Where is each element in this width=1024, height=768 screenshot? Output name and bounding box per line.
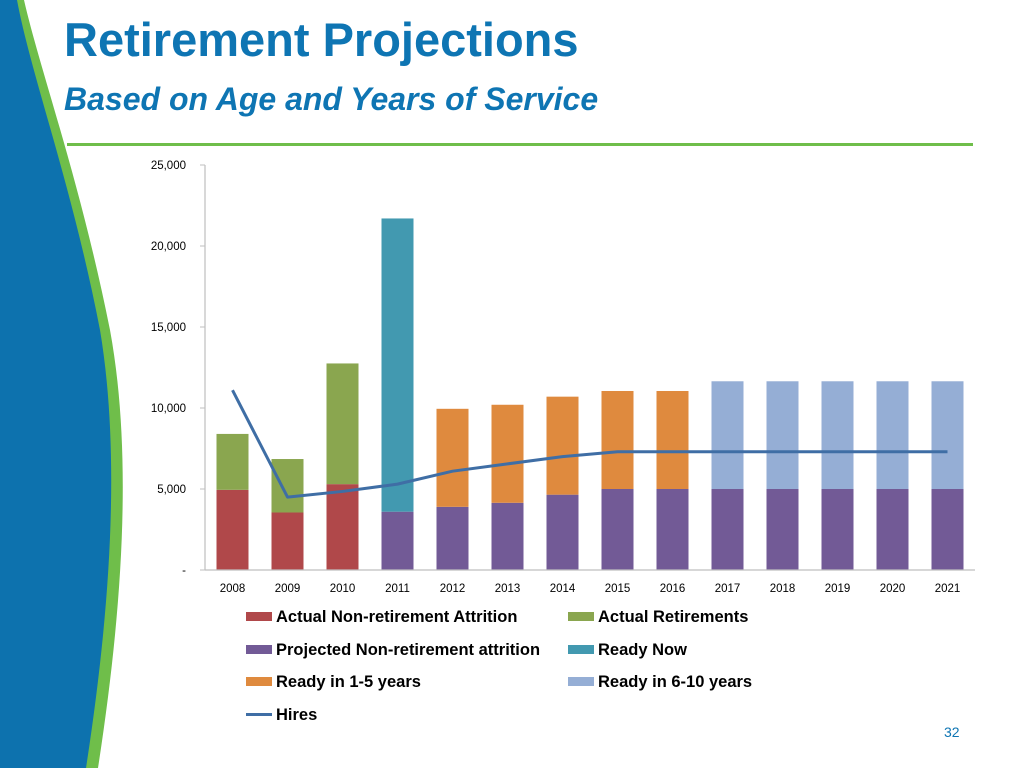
y-axis: - 5,000 10,000 15,000 20,000 25,000 xyxy=(151,160,206,577)
bar-projected-non-retirement-attrition-2013 xyxy=(491,502,524,570)
bar-projected-non-retirement-attrition-2011 xyxy=(381,511,414,570)
y-tick-label: - xyxy=(182,565,186,577)
y-tick-label: 15,000 xyxy=(151,322,186,334)
x-tick-label: 2020 xyxy=(880,583,906,595)
legend-item-hires: Hires xyxy=(246,706,317,725)
line-hires xyxy=(231,389,948,499)
legend-label: Actual Retirements xyxy=(598,608,749,626)
legend-swatch xyxy=(568,677,594,687)
legend-label: Ready Now xyxy=(598,640,687,659)
bar-projected-non-retirement-attrition-2018 xyxy=(766,489,799,570)
bar-actual-retirements-2009 xyxy=(271,459,304,513)
bar-ready-in-6-10-years-2017 xyxy=(711,381,744,489)
title-divider xyxy=(67,143,973,146)
legend-item-projected-non-retirement-attrition: Projected Non-retirement attrition xyxy=(246,641,540,660)
bar-ready-now-2011 xyxy=(381,218,414,512)
bar-projected-non-retirement-attrition-2014 xyxy=(546,494,579,570)
x-axis: 2008 2009 2010 2011 2012 2013 2014 2015 2016 2017… xyxy=(205,569,975,595)
bar-group xyxy=(216,218,964,570)
slide-subtitle: Based on Age and Years of Service xyxy=(64,81,599,117)
legend-item-ready-now: Ready Now xyxy=(568,641,687,660)
bar-projected-non-retirement-attrition-2019 xyxy=(821,489,854,570)
decorative-wave-border xyxy=(0,0,123,768)
legend-label: Ready in 1-5 years xyxy=(276,673,421,691)
legend-swatch xyxy=(246,612,272,622)
legend-label: Ready in 6-10 years xyxy=(598,673,753,691)
bar-actual-retirements-2008 xyxy=(216,433,249,490)
legend-item-ready-in-1-5-years: Ready in 1-5 years xyxy=(246,673,421,692)
bar-ready-in-1-5-years-2016 xyxy=(656,390,689,489)
x-tick-label: 2010 xyxy=(330,583,356,595)
page-number: 32 xyxy=(944,724,960,740)
legend-item-ready-in-6-10-years: Ready in 6-10 years xyxy=(568,673,752,692)
legend-label: Projected Non-retirement attrition xyxy=(276,640,541,659)
bar-ready-in-1-5-years-2014 xyxy=(546,396,579,495)
x-tick-label: 2008 xyxy=(220,583,246,595)
bar-projected-non-retirement-attrition-2016 xyxy=(656,489,689,570)
legend-label: Hires xyxy=(276,705,318,724)
slide-title: Retirement Projections xyxy=(64,13,579,66)
blue-wave-band xyxy=(0,0,112,768)
x-tick-label: 2009 xyxy=(275,583,301,595)
bar-projected-non-retirement-attrition-2017 xyxy=(711,489,744,570)
legend-swatch xyxy=(246,644,272,654)
legend-swatch xyxy=(246,677,272,687)
y-tick-label: 5,000 xyxy=(157,484,186,496)
bar-ready-in-6-10-years-2019 xyxy=(821,381,854,489)
bar-actual-non-retirement-attrition-2009 xyxy=(271,512,304,570)
legend-swatch xyxy=(568,612,594,622)
bar-ready-in-1-5-years-2013 xyxy=(491,404,524,503)
bar-projected-non-retirement-attrition-2012 xyxy=(436,506,469,570)
bar-ready-in-6-10-years-2018 xyxy=(766,381,799,489)
x-tick-label: 2015 xyxy=(605,583,631,595)
bar-ready-in-1-5-years-2015 xyxy=(601,390,634,489)
y-tick-label: 10,000 xyxy=(151,403,186,415)
bar-projected-non-retirement-attrition-2015 xyxy=(601,489,634,570)
legend-swatch xyxy=(568,644,594,654)
bar-ready-in-6-10-years-2020 xyxy=(876,381,909,489)
legend-label: Actual Non-retirement Attrition xyxy=(276,608,518,626)
x-tick-label: 2021 xyxy=(935,583,961,595)
y-tick-label: 20,000 xyxy=(151,241,186,253)
y-tick-label: 25,000 xyxy=(151,160,186,172)
bar-actual-non-retirement-attrition-2010 xyxy=(326,484,359,570)
legend-item-actual-retirements: Actual Retirements xyxy=(568,608,748,627)
legend-swatch xyxy=(246,712,272,716)
x-tick-label: 2018 xyxy=(770,583,796,595)
bar-actual-retirements-2010 xyxy=(326,363,359,485)
x-tick-label: 2011 xyxy=(385,583,410,595)
bar-ready-in-1-5-years-2012 xyxy=(436,408,469,507)
x-tick-label: 2013 xyxy=(495,583,521,595)
bar-ready-in-6-10-years-2021 xyxy=(931,381,964,489)
x-tick-label: 2014 xyxy=(550,583,576,595)
line-group xyxy=(231,389,948,499)
bar-projected-non-retirement-attrition-2021 xyxy=(931,489,964,570)
bar-projected-non-retirement-attrition-2020 xyxy=(876,489,909,570)
x-tick-label: 2016 xyxy=(660,583,686,595)
x-tick-label: 2012 xyxy=(440,583,466,595)
x-tick-label: 2019 xyxy=(825,583,851,595)
bar-actual-non-retirement-attrition-2008 xyxy=(216,489,249,570)
legend-item-actual-non-retirement-attrition: Actual Non-retirement Attrition xyxy=(246,608,517,627)
x-tick-label: 2017 xyxy=(715,583,741,595)
